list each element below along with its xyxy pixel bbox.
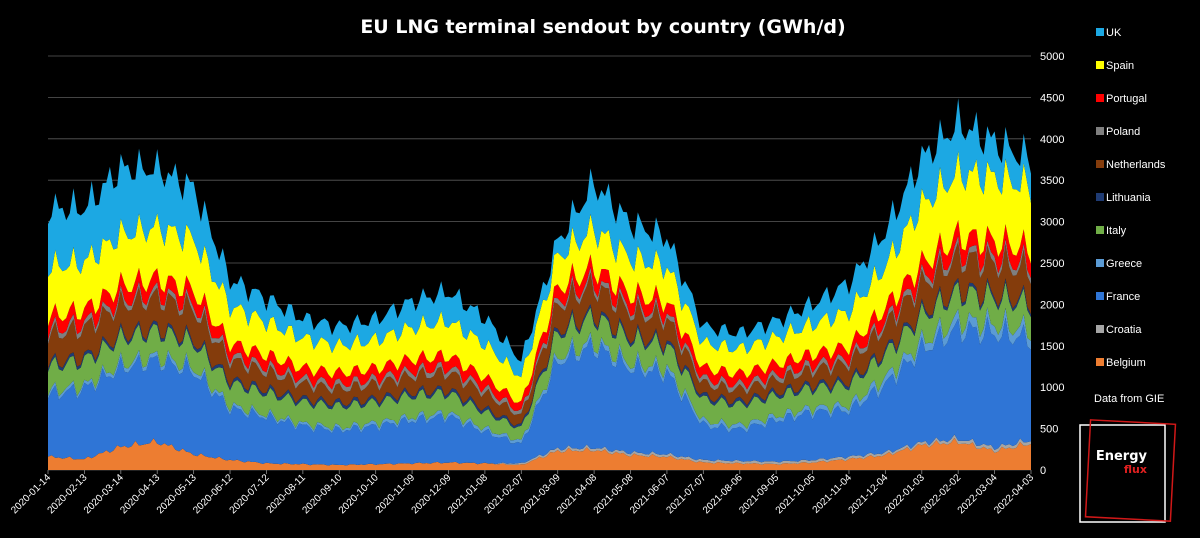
y-axis: 0 500 1000 1500 2000 2500 3000 3500 4000 4500 5000 bbox=[1040, 51, 1064, 477]
series-area-portugal bbox=[48, 220, 1031, 411]
logo-frame bbox=[1079, 424, 1166, 523]
source-note: Data from GIE bbox=[1094, 393, 1164, 405]
legend-swatch-belgium bbox=[1096, 358, 1104, 366]
y-tick-label: 3000 bbox=[1040, 217, 1064, 229]
legend-label-portugal: Portugal bbox=[1106, 93, 1147, 105]
logo-line2: flux bbox=[1124, 463, 1147, 476]
legend-label-italy: Italy bbox=[1106, 225, 1127, 237]
series-area-belgium bbox=[48, 437, 1031, 470]
logo-frame-red bbox=[1084, 419, 1177, 522]
legend-label-greece: Greece bbox=[1106, 258, 1142, 270]
legend-swatch-netherlands bbox=[1096, 160, 1104, 168]
legend-swatch-lithuania bbox=[1096, 193, 1104, 201]
legend-label-uk: UK bbox=[1106, 27, 1122, 39]
series-area-lithuania bbox=[48, 277, 1031, 429]
y-tick-label: 1000 bbox=[1040, 382, 1064, 394]
y-tick-label: 3500 bbox=[1040, 175, 1064, 187]
legend-swatch-italy bbox=[1096, 226, 1104, 234]
legend-swatch-greece bbox=[1096, 259, 1104, 267]
y-tick-label: 2000 bbox=[1040, 299, 1064, 311]
legend-label-france: France bbox=[1106, 291, 1140, 303]
y-tick-label: 5000 bbox=[1040, 51, 1064, 63]
series-area-spain bbox=[48, 151, 1031, 403]
legend-label-belgium: Belgium bbox=[1106, 357, 1146, 369]
legend-swatch-spain bbox=[1096, 61, 1104, 69]
y-tick-label: 4500 bbox=[1040, 92, 1064, 104]
series-area-italy bbox=[48, 281, 1031, 441]
legend-swatch-croatia bbox=[1096, 325, 1104, 333]
legend-swatch-poland bbox=[1096, 127, 1104, 135]
legend: UK Spain Portugal Poland Netherlands Lithuani… bbox=[1096, 27, 1166, 369]
y-tick-label: 500 bbox=[1040, 424, 1058, 436]
y-tick-label: 2500 bbox=[1040, 258, 1064, 270]
legend-swatch-france bbox=[1096, 292, 1104, 300]
logo-line1: Energy bbox=[1096, 449, 1148, 464]
series-area-netherlands bbox=[48, 241, 1031, 427]
chart-title: EU LNG terminal sendout by country (GWh/… bbox=[360, 16, 845, 38]
legend-swatch-portugal bbox=[1096, 94, 1104, 102]
legend-label-croatia: Croatia bbox=[1106, 324, 1142, 336]
stacked-areas bbox=[48, 98, 1031, 470]
legend-label-lithuania: Lithuania bbox=[1106, 192, 1152, 204]
y-tick-label: 0 bbox=[1040, 465, 1046, 477]
legend-label-spain: Spain bbox=[1106, 60, 1134, 72]
legend-label-netherlands: Netherlands bbox=[1106, 159, 1166, 171]
legend-label-poland: Poland bbox=[1106, 126, 1140, 138]
series-area-france bbox=[48, 316, 1031, 466]
y-tick-label: 4000 bbox=[1040, 134, 1064, 146]
legend-swatch-uk bbox=[1096, 28, 1104, 36]
y-tick-label: 1500 bbox=[1040, 341, 1064, 353]
energyflux-logo: Energy flux bbox=[1079, 419, 1177, 523]
